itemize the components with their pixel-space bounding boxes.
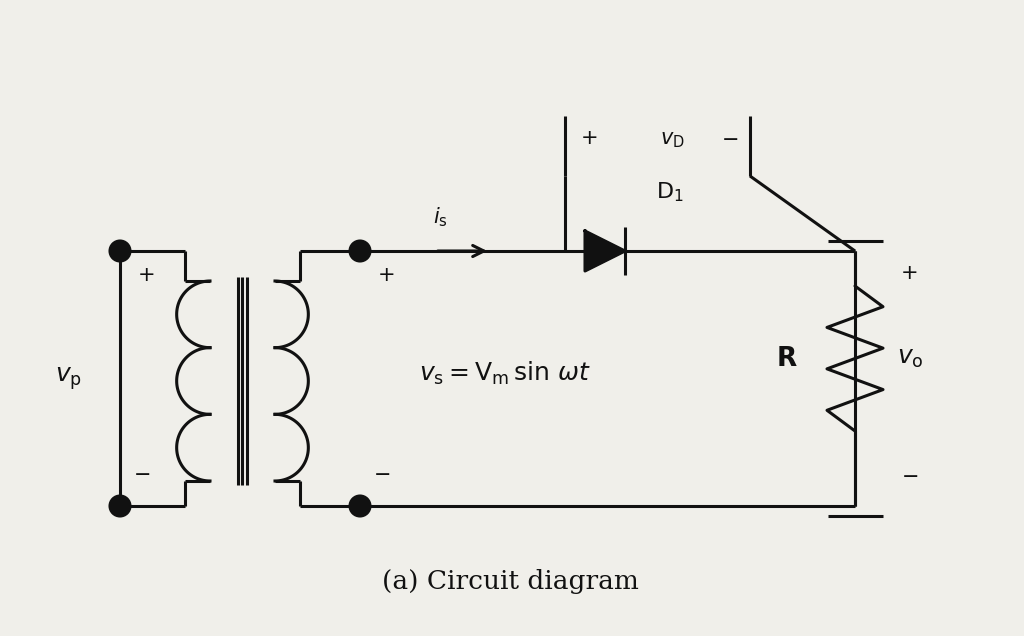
Text: R: R [777, 345, 797, 371]
Text: $v_\mathrm{p}$: $v_\mathrm{p}$ [54, 365, 82, 392]
Polygon shape [585, 231, 625, 271]
Circle shape [350, 241, 370, 261]
Text: $\mathrm{D}_1$: $\mathrm{D}_1$ [655, 180, 683, 204]
Text: $-$: $-$ [133, 463, 151, 483]
Text: $-$: $-$ [374, 463, 390, 483]
Text: $-$: $-$ [901, 465, 919, 485]
Text: (a) Circuit diagram: (a) Circuit diagram [382, 569, 638, 593]
Text: $i_\mathrm{s}$: $i_\mathrm{s}$ [432, 205, 447, 228]
Text: +: + [901, 263, 919, 283]
Circle shape [110, 496, 130, 516]
Text: +: + [378, 265, 396, 285]
Circle shape [350, 496, 370, 516]
Text: +: + [582, 128, 599, 148]
Text: $v_\mathrm{s} = \mathrm{V}_\mathrm{m}\,\sin\,\omega t$: $v_\mathrm{s} = \mathrm{V}_\mathrm{m}\,\… [419, 360, 591, 387]
Text: $-$: $-$ [721, 128, 738, 148]
Circle shape [110, 241, 130, 261]
Text: $v_\mathrm{D}$: $v_\mathrm{D}$ [660, 130, 685, 149]
Text: $v_\mathrm{o}$: $v_\mathrm{o}$ [897, 347, 924, 371]
Text: +: + [138, 265, 156, 285]
